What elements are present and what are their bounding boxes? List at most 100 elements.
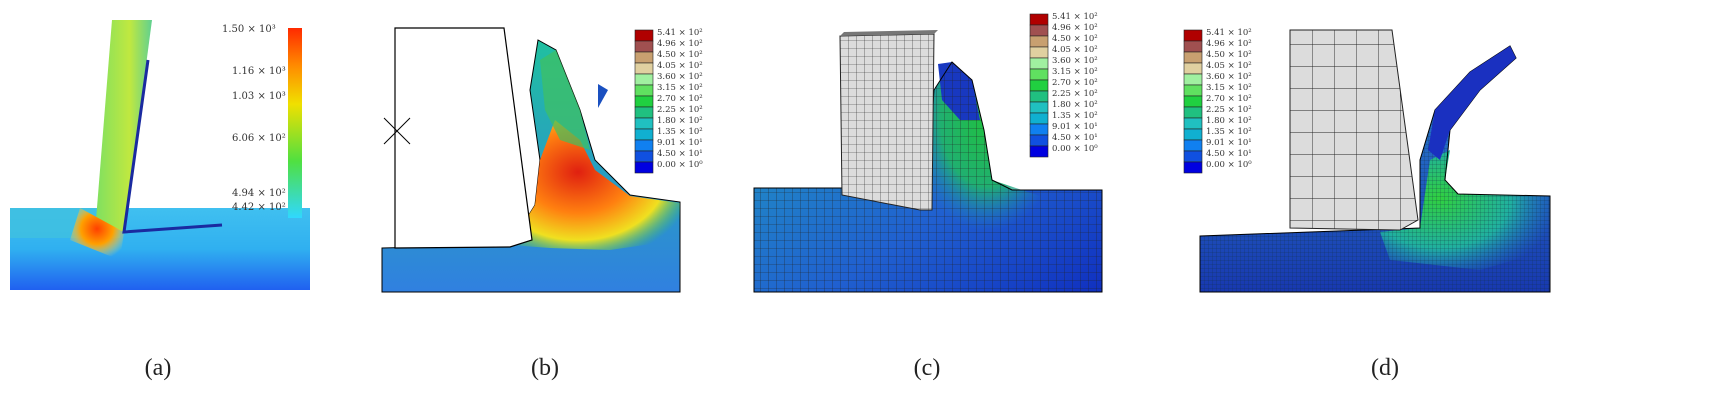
legend-swatch — [1183, 51, 1203, 64]
legend-swatch — [634, 40, 654, 53]
legend-swatch — [634, 51, 654, 64]
legend-swatch — [1029, 24, 1049, 37]
legend-label: 2.70 × 10² — [657, 94, 703, 104]
legend-swatch — [1183, 29, 1203, 42]
legend-label: 4.50 × 10² — [1052, 34, 1098, 44]
panel-b: 5.41 × 10² 4.96 × 10² 4.50 × 10² 4.05 × 10²… — [380, 0, 780, 415]
panel-d: 5.41 × 10² 4.96 × 10² 4.50 × 10² 4.05 × 10²… — [1180, 0, 1580, 415]
legend-label: 4.50 × 10² — [1206, 50, 1252, 60]
tool — [394, 27, 533, 249]
legend-swatch — [1029, 68, 1049, 81]
legend-label: 3.15 × 10² — [1206, 83, 1252, 93]
legend-swatch — [1029, 112, 1049, 125]
legend-label: 6.06 × 10² — [232, 133, 286, 144]
legend-label: 1.80 × 10² — [1206, 116, 1252, 126]
legend-swatch — [634, 29, 654, 42]
legend-label: 2.25 × 10² — [1052, 89, 1098, 99]
legend-label: 4.50 × 10¹ — [1206, 149, 1252, 159]
tool-edge — [122, 59, 223, 234]
legend-swatch — [1183, 161, 1203, 174]
legend-label: 4.05 × 10² — [1052, 45, 1098, 55]
legend-swatch — [1029, 123, 1049, 136]
legend-swatch — [1183, 139, 1203, 152]
legend-swatch — [634, 106, 654, 119]
legend-swatch — [634, 150, 654, 163]
legend-swatch — [1029, 145, 1049, 158]
legend-swatch — [1183, 128, 1203, 141]
legend-label: 3.60 × 10² — [1206, 72, 1252, 82]
legend-label: 4.05 × 10² — [657, 61, 703, 71]
legend-label: 9.01 × 10¹ — [1206, 138, 1252, 148]
legend-label: 9.01 × 10¹ — [657, 138, 703, 148]
legend-label: 3.15 × 10² — [657, 83, 703, 93]
legend-label: 3.15 × 10² — [1052, 67, 1098, 77]
legend-swatch — [1029, 90, 1049, 103]
legend-label: 1.80 × 10² — [1052, 100, 1098, 110]
legend-label: 3.60 × 10² — [1052, 56, 1098, 66]
legend-label: 2.25 × 10² — [1206, 105, 1252, 115]
legend-swatch — [1183, 106, 1203, 119]
caption: (c) — [913, 355, 941, 381]
legend-swatch — [634, 139, 654, 152]
legend-swatch — [1183, 40, 1203, 53]
legend-bar — [288, 28, 302, 218]
legend-swatch — [1029, 35, 1049, 48]
legend-label: 1.03 × 10³ — [232, 91, 286, 102]
legend-label: 4.50 × 10¹ — [1052, 133, 1098, 143]
legend-swatch — [1029, 13, 1049, 26]
legend-label: 1.35 × 10² — [1206, 127, 1252, 137]
legend-label: 5.41 × 10² — [1052, 12, 1098, 22]
caption: (b) — [531, 355, 559, 381]
legend-swatch — [634, 128, 654, 141]
legend-swatch — [1183, 62, 1203, 75]
legend-label: 0.00 × 10⁰ — [657, 160, 703, 170]
legend-label: 1.35 × 10² — [657, 127, 703, 137]
legend-label: 0.00 × 10⁰ — [1206, 160, 1252, 170]
legend-label: 4.96 × 10² — [657, 39, 703, 49]
legend-swatch — [1183, 73, 1203, 86]
legend-label: 9.01 × 10¹ — [1052, 122, 1098, 132]
legend-label: 4.96 × 10² — [1206, 39, 1252, 49]
legend-swatch — [634, 117, 654, 130]
legend-label: 0.00 × 10⁰ — [1052, 144, 1098, 154]
legend-label: 2.70 × 10² — [1206, 94, 1252, 104]
legend-label: 4.96 × 10² — [1052, 23, 1098, 33]
legend-label: 5.41 × 10² — [1206, 28, 1252, 38]
panel-c: 5.41 × 10² 4.96 × 10² 4.50 × 10² 4.05 × 10²… — [752, 0, 1152, 415]
legend-label: 1.80 × 10² — [657, 116, 703, 126]
legend-swatch — [634, 161, 654, 174]
legend-label: 5.41 × 10² — [657, 28, 703, 38]
legend-label: 4.05 × 10² — [1206, 61, 1252, 71]
legend-label: 4.50 × 10² — [657, 50, 703, 60]
legend-label: 2.70 × 10² — [1052, 78, 1098, 88]
caption: (a) — [144, 355, 172, 381]
legend-swatch — [1029, 79, 1049, 92]
legend-swatch — [634, 95, 654, 108]
legend-label: 1.16 × 10³ — [232, 66, 286, 77]
legend-swatch — [1029, 101, 1049, 114]
legend-swatch — [1183, 150, 1203, 163]
legend-swatch — [634, 73, 654, 86]
panel-a-figure: 1.50 × 10³ 1.16 × 10³ 1.03 × 10³ 6.06 × … — [10, 20, 310, 290]
legend-label: 4.42 × 10² — [232, 202, 286, 213]
legend-swatch — [1029, 46, 1049, 59]
chip — [96, 20, 152, 232]
legend-swatch — [1183, 84, 1203, 97]
legend-label: 1.50 × 10³ — [222, 24, 276, 35]
legend-swatch — [634, 84, 654, 97]
legend-label: 4.94 × 10² — [232, 188, 286, 199]
legend-label: 1.35 × 10² — [1052, 111, 1098, 121]
legend-swatch — [634, 62, 654, 75]
legend-swatch — [1183, 95, 1203, 108]
caption: (d) — [1371, 355, 1399, 381]
legend-label: 2.25 × 10² — [657, 105, 703, 115]
legend-swatch — [1029, 57, 1049, 70]
legend-swatch — [1183, 117, 1203, 130]
panel-a: 1.50 × 10³ 1.16 × 10³ 1.03 × 10³ 6.06 × … — [0, 0, 420, 415]
